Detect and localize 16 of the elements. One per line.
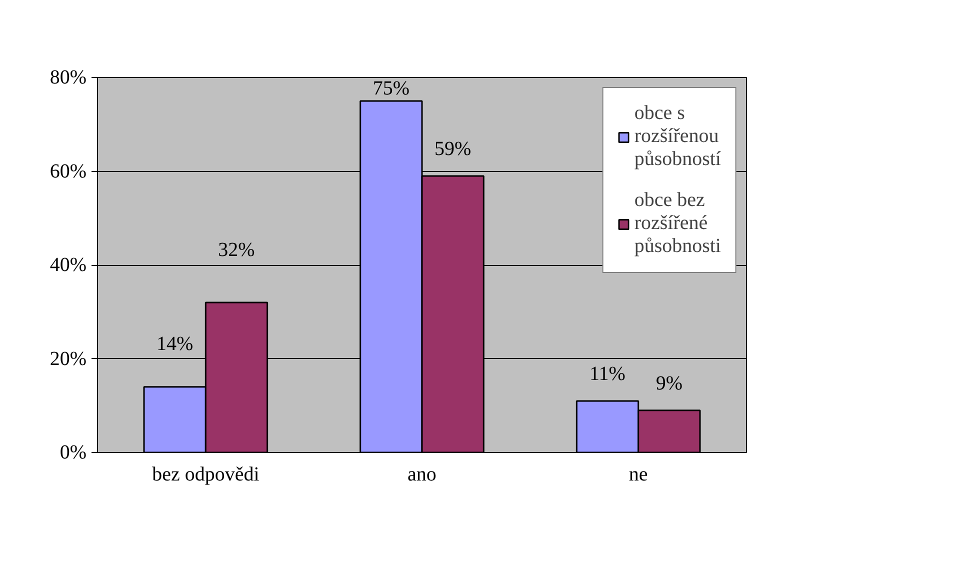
y-tick-label: 80% (50, 66, 87, 88)
x-tick-label: ne (628, 464, 648, 486)
data-label: 59% (434, 138, 472, 160)
data-label: 14% (156, 332, 194, 355)
x-tick-label: bez odpovědi (152, 464, 260, 486)
x-tick-label: ano (408, 464, 436, 486)
y-tick-label: 60% (50, 160, 87, 182)
data-label: 32% (218, 239, 255, 261)
legend-label: obce bez rozšířené působnosti (634, 189, 721, 258)
legend-label: obce s rozšířenou působností (634, 102, 721, 171)
y-tick-label: 20% (50, 348, 87, 370)
data-label: 11% (590, 362, 626, 385)
data-label: 9% (656, 372, 683, 394)
y-tick-label: 40% (50, 254, 87, 276)
data-label: 75% (372, 78, 410, 100)
y-tick-label: 0% (60, 442, 87, 464)
